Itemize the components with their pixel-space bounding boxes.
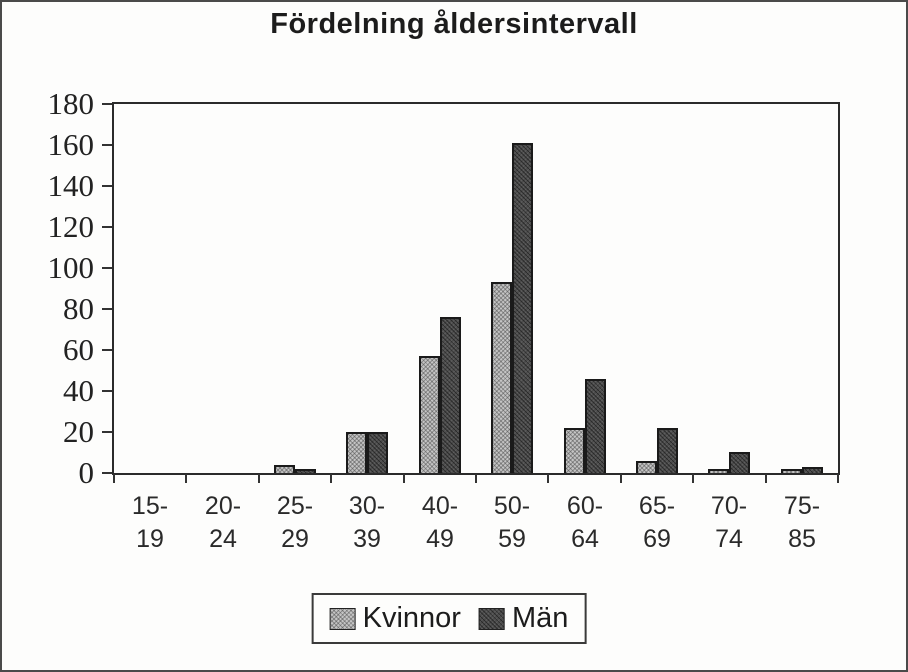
plot-area [112,102,840,475]
x-label-line2: 85 [788,525,816,553]
bar-m-n-30-39 [367,432,388,473]
x-label-line2: 39 [353,525,381,553]
x-label-line1: 20- [204,492,242,520]
x-category-label-30-39: 30- 39 [327,490,407,556]
x-label-line1: 75- [783,492,821,520]
x-label-line2: 69 [643,525,671,553]
bar-kvinnor-30-39 [346,432,367,473]
bar-m-n-75-85 [802,467,823,473]
x-label-line2: 19 [136,525,164,553]
x-tick [113,474,115,483]
x-label-line2: 59 [498,525,526,553]
y-tick-label: 80 [63,291,94,326]
legend-label-kvinnor: Kvinnor [362,602,461,634]
x-tick [837,474,839,483]
x-label-line2: 74 [715,525,743,553]
x-category-label-15-19: 15- 19 [110,490,190,556]
y-tick [102,226,112,228]
y-tick-label: 100 [47,250,95,285]
x-category-label-75-85: 75- 85 [762,490,842,556]
x-label-line1: 65- [638,492,676,520]
y-tick-label: 20 [63,414,94,449]
legend-label-man: Män [511,602,569,634]
y-tick [102,144,112,146]
x-category-label-40-49: 40- 49 [400,490,480,556]
y-tick-label: 120 [47,209,95,244]
y-tick [102,431,112,433]
y-tick [102,308,112,310]
x-label-line1: 50- [493,492,531,520]
bar-m-n-25-29 [295,469,316,473]
y-tick-label: 160 [47,127,95,162]
y-tick [102,349,112,351]
x-label-line1: 15- [131,492,169,520]
bar-m-n-65-69 [657,428,678,473]
x-tick [692,474,695,483]
x-label-line2: 64 [571,525,599,553]
legend: Kvinnor Män [311,593,587,644]
x-label-line1: 60- [566,492,604,520]
chart-title: Fördelning åldersintervall [270,8,638,40]
bar-kvinnor-25-29 [274,465,295,473]
y-tick [102,267,112,269]
y-tick-label: 0 [78,455,95,490]
bar-kvinnor-65-69 [636,461,657,473]
legend-swatch-kvinnor [329,607,356,630]
x-tick [547,474,550,483]
bar-kvinnor-75-85 [781,469,802,473]
x-label-line1: 25- [276,492,314,520]
x-label-line1: 30- [348,492,386,520]
y-tick-label: 180 [47,86,95,121]
bar-kvinnor-40-49 [419,356,440,473]
y-tick [102,103,112,105]
x-label-line1: 40- [421,492,459,520]
x-label-line1: 70- [710,492,748,520]
x-tick [402,474,405,483]
x-category-label-60-64: 60- 64 [545,490,625,556]
x-category-label-70-74: 70- 74 [689,490,769,556]
bar-kvinnor-50-59 [491,282,512,473]
y-tick [102,472,112,474]
x-category-label-25-29: 25- 29 [255,490,335,556]
x-tick [475,474,477,483]
x-tick [330,474,333,483]
y-tick-label: 40 [63,373,94,408]
x-category-label-65-69: 65- 69 [617,490,697,556]
x-label-line2: 29 [281,525,309,553]
y-tick-label: 60 [63,332,94,367]
bar-m-n-60-64 [585,379,606,473]
legend-swatch-man [478,607,505,630]
x-category-label-50-59: 50- 59 [472,490,552,556]
y-tick-label: 140 [47,168,95,203]
y-tick [102,390,112,392]
x-label-line2: 49 [426,525,454,553]
x-tick [257,474,260,483]
bar-kvinnor-70-74 [708,469,729,473]
bar-m-n-50-59 [512,143,533,473]
bar-m-n-40-49 [440,317,461,473]
x-category-label-20-24: 20- 24 [183,490,263,556]
x-label-line2: 24 [209,525,237,553]
bar-kvinnor-60-64 [564,428,585,473]
bar-m-n-70-74 [729,452,750,473]
x-tick [619,474,622,483]
x-tick [185,474,188,483]
x-tick [764,474,767,483]
y-tick [102,185,112,187]
